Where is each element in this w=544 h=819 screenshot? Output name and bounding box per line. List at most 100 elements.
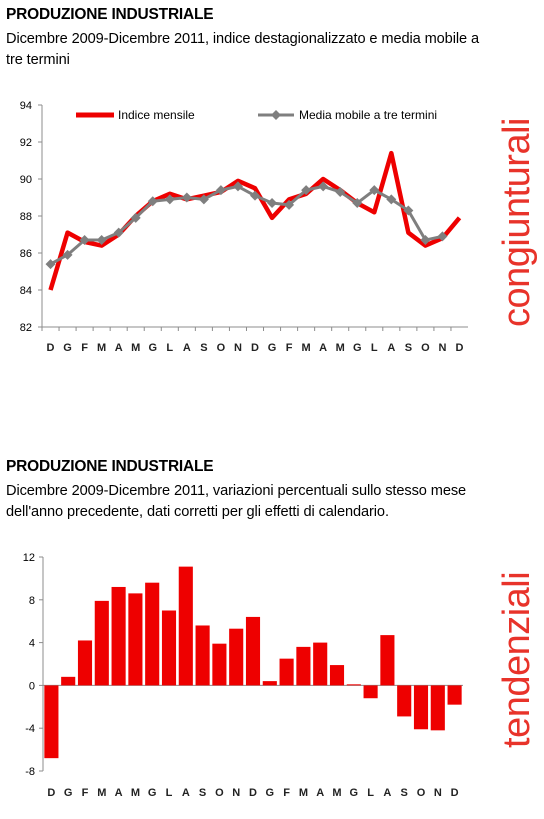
x-tick-label: L — [367, 787, 374, 799]
x-tick-label: A — [387, 342, 395, 354]
bar — [262, 681, 277, 686]
bar — [229, 628, 244, 686]
x-tick-label: G — [148, 787, 157, 799]
x-tick-label: O — [217, 342, 226, 354]
media-mobile-point — [369, 185, 380, 196]
x-tick-label: D — [456, 342, 464, 354]
y-tick-label: 12 — [23, 552, 35, 564]
y-tick-label: 4 — [29, 638, 35, 650]
x-tick-label: A — [383, 787, 391, 799]
bar — [380, 635, 395, 686]
media-mobile-point — [130, 212, 141, 223]
x-tick-label: A — [183, 342, 191, 354]
x-tick-label: N — [434, 787, 442, 799]
media-mobile-point — [45, 259, 56, 270]
x-tick-label: D — [251, 342, 259, 354]
x-tick-label: G — [266, 787, 275, 799]
bar — [245, 616, 261, 686]
y-tick-label: 94 — [20, 100, 32, 112]
bar — [279, 658, 294, 686]
media-mobile-point — [318, 181, 329, 192]
bar — [430, 685, 445, 731]
bar — [61, 676, 76, 686]
y-tick-label: 0 — [29, 680, 35, 692]
x-tick-label: F — [81, 342, 88, 354]
media-mobile-point — [164, 194, 175, 205]
x-tick-label: S — [199, 787, 206, 799]
bar — [178, 566, 193, 686]
line-chart-legend: Indice mensile Media mobile a tre termini — [76, 108, 437, 122]
x-tick-label: S — [401, 787, 408, 799]
x-tick-label: L — [371, 342, 378, 354]
y-tick-label: 8 — [29, 595, 35, 607]
legend-label-indice-mensile: Indice mensile — [118, 108, 195, 122]
media-mobile-point — [403, 205, 414, 216]
bar — [397, 685, 412, 717]
x-tick-label: F — [286, 342, 293, 354]
bar — [447, 685, 462, 705]
bar — [329, 665, 345, 686]
bar — [413, 685, 429, 730]
x-tick-label: G — [350, 787, 359, 799]
line-chart-series — [45, 150, 462, 291]
media-mobile-point — [284, 199, 295, 210]
x-tick-label: M — [332, 787, 341, 799]
bar-chart-title: PRODUZIONE INDUSTRIALE — [6, 458, 214, 475]
x-tick-label: N — [232, 787, 240, 799]
x-tick-label: D — [249, 787, 257, 799]
x-tick-label: A — [115, 787, 123, 799]
x-tick-label: D — [451, 787, 459, 799]
x-tick-label: F — [82, 787, 89, 799]
x-tick-label: F — [283, 787, 290, 799]
bar — [363, 685, 378, 699]
y-tick-label: 82 — [20, 322, 32, 334]
x-tick-label: A — [182, 787, 190, 799]
x-tick-label: M — [97, 787, 106, 799]
x-tick-label: G — [268, 342, 277, 354]
x-tick-label: M — [131, 787, 140, 799]
legend-marker-media-mobile — [271, 110, 281, 120]
x-tick-label: M — [336, 342, 345, 354]
media-mobile-point — [250, 190, 260, 201]
bar — [161, 610, 177, 686]
bar-chart-subtitle: Dicembre 2009-Dicembre 2011, variazioni … — [6, 483, 467, 520]
y-tick-label: 90 — [20, 174, 32, 186]
media-mobile-point — [267, 198, 278, 209]
media-mobile-point — [198, 194, 209, 205]
media-mobile-point — [335, 186, 346, 197]
x-tick-label: A — [316, 787, 324, 799]
x-tick-label: M — [302, 342, 311, 354]
y-tick-label: 92 — [20, 137, 32, 149]
media-mobile-point — [301, 185, 312, 196]
legend-label-media-mobile: Media mobile a tre termini — [299, 108, 437, 122]
y-tick-label: -8 — [25, 766, 35, 778]
x-tick-label: G — [63, 342, 72, 354]
y-tick-label: -4 — [25, 723, 35, 735]
x-tick-label: O — [215, 787, 224, 799]
bar — [77, 640, 93, 686]
x-tick-label: M — [131, 342, 140, 354]
x-tick-label: L — [166, 787, 173, 799]
x-tick-label: O — [417, 787, 426, 799]
bar — [313, 642, 328, 686]
x-tick-label: G — [353, 342, 362, 354]
media-mobile-point — [420, 235, 431, 246]
x-tick-label: A — [115, 342, 123, 354]
bar — [296, 646, 311, 686]
media-mobile-point — [386, 194, 397, 205]
media-mobile-point — [232, 181, 243, 192]
media-mobile-point — [181, 192, 192, 203]
x-tick-label: L — [166, 342, 173, 354]
media-mobile-point — [352, 198, 363, 209]
bar-chart-bars — [44, 566, 462, 759]
media-mobile-point — [147, 196, 158, 207]
y-tick-label: 84 — [20, 285, 32, 297]
line-chart-title: PRODUZIONE INDUSTRIALE — [6, 6, 214, 23]
x-tick-label: A — [319, 342, 327, 354]
y-tick-label: 88 — [20, 211, 32, 223]
x-tick-label: N — [438, 342, 446, 354]
media-mobile-point — [215, 185, 226, 196]
